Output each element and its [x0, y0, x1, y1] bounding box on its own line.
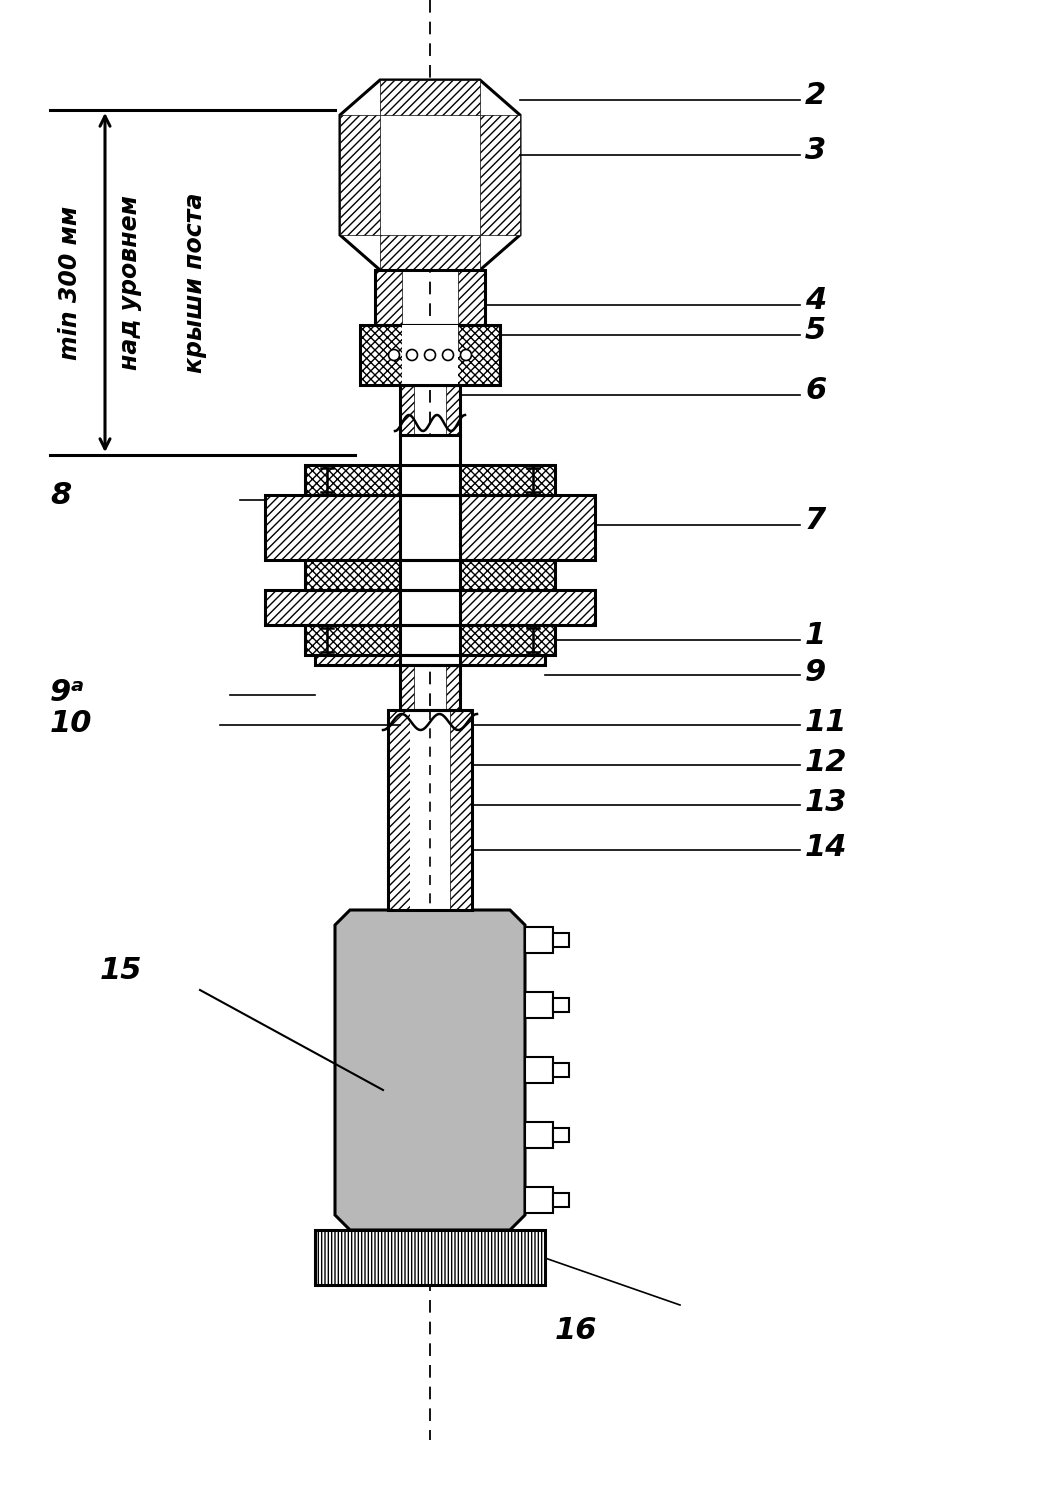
Bar	[553, 1192, 569, 1208]
Text: 16: 16	[555, 1316, 598, 1346]
Bar	[265, 590, 401, 626]
Bar	[305, 560, 401, 590]
Bar	[388, 710, 472, 910]
Bar	[460, 465, 555, 495]
Bar	[402, 326, 458, 386]
Bar	[553, 1128, 569, 1142]
Bar	[375, 270, 485, 326]
Text: min 300 мм: min 300 мм	[58, 206, 82, 360]
Bar	[360, 326, 430, 386]
Bar	[305, 465, 555, 495]
Bar	[305, 626, 401, 656]
Bar	[527, 1059, 545, 1082]
Bar	[553, 998, 569, 1012]
Text: 2: 2	[805, 81, 826, 110]
Text: 14: 14	[805, 833, 848, 862]
Bar	[460, 590, 595, 626]
Bar	[340, 116, 380, 236]
Bar	[305, 626, 555, 656]
Text: над уровнем: над уровнем	[118, 195, 142, 370]
Text: 8: 8	[50, 482, 71, 510]
Bar	[525, 1058, 553, 1083]
Bar	[410, 710, 450, 910]
Bar	[460, 626, 555, 656]
Bar	[527, 928, 545, 951]
Bar	[401, 664, 460, 710]
Text: 15: 15	[100, 956, 143, 986]
Bar	[527, 994, 545, 1016]
Bar	[446, 386, 460, 435]
Bar	[430, 326, 500, 386]
Text: 5: 5	[805, 316, 826, 345]
Text: 4: 4	[805, 286, 826, 315]
Bar	[402, 326, 458, 350]
Bar	[527, 1190, 545, 1210]
Bar	[446, 664, 460, 710]
Bar	[460, 495, 595, 560]
Text: 1: 1	[805, 621, 826, 650]
Bar	[525, 1186, 553, 1214]
Bar	[525, 927, 553, 952]
Text: 13: 13	[805, 788, 848, 818]
Circle shape	[461, 350, 471, 360]
Bar	[460, 656, 545, 664]
Bar	[527, 1124, 545, 1146]
Bar	[553, 1064, 569, 1077]
Bar	[315, 656, 545, 664]
Bar	[388, 710, 410, 910]
Bar	[401, 664, 414, 710]
Bar	[305, 560, 555, 590]
Bar	[305, 465, 401, 495]
Bar	[380, 236, 480, 270]
Bar	[380, 80, 480, 116]
Circle shape	[442, 350, 454, 360]
Circle shape	[388, 350, 399, 360]
Bar	[401, 386, 460, 435]
Bar	[460, 560, 555, 590]
Bar	[553, 933, 569, 946]
Bar	[265, 495, 401, 560]
Bar	[265, 590, 595, 626]
Text: 6: 6	[805, 376, 826, 405]
Text: 7: 7	[805, 506, 826, 536]
Text: крыши поста: крыши поста	[183, 194, 207, 374]
Bar	[525, 992, 553, 1018]
Polygon shape	[340, 80, 520, 270]
Polygon shape	[335, 910, 525, 1230]
Bar	[375, 270, 402, 326]
Text: 9ᵃ: 9ᵃ	[50, 678, 86, 706]
Bar	[315, 1230, 545, 1286]
Bar	[315, 1230, 545, 1286]
Bar	[265, 495, 595, 560]
Bar	[480, 116, 520, 236]
Circle shape	[407, 350, 417, 360]
Text: 11: 11	[805, 708, 848, 736]
Text: 10: 10	[50, 710, 93, 738]
Bar	[401, 386, 414, 435]
Text: 12: 12	[805, 748, 848, 777]
Circle shape	[425, 350, 436, 360]
Bar	[401, 435, 460, 664]
Bar	[450, 710, 472, 910]
Text: 9: 9	[805, 658, 826, 687]
Bar	[315, 656, 401, 664]
Text: 3: 3	[805, 136, 826, 165]
Bar	[458, 270, 485, 326]
Bar	[525, 1122, 553, 1148]
Bar	[360, 326, 500, 386]
